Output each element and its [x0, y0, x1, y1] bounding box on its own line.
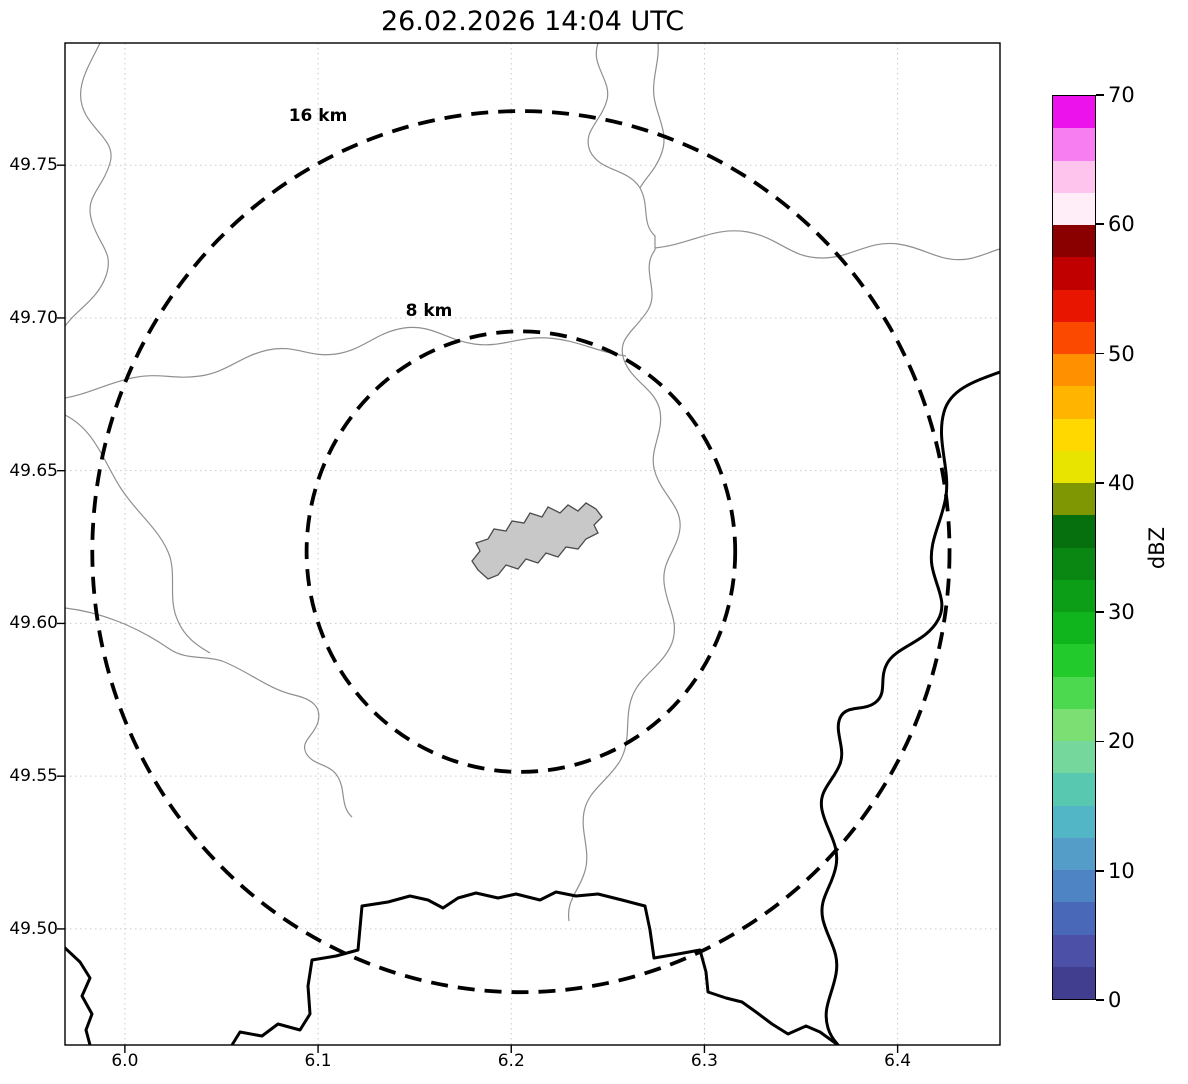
colorbar-segment: [1053, 321, 1095, 354]
colorbar-segment: [1053, 708, 1095, 741]
range-ring-16km: [90, 109, 952, 995]
river-path: [65, 414, 211, 654]
x-tick-label: 6.1: [304, 1051, 332, 1071]
figure-title: 26.02.2026 14:04 UTC: [380, 6, 685, 37]
colorbar-segment: [1053, 192, 1095, 225]
tick-mark-layer: [57, 164, 899, 1053]
colorbar-tick-mark: [1096, 740, 1104, 743]
colorbar-segment: [1053, 547, 1095, 580]
colorbar-tick-mark: [1096, 999, 1104, 1001]
colorbar-tick-label: 50: [1108, 341, 1135, 366]
colorbar-segment: [1053, 128, 1095, 161]
national-border-path: [819, 370, 1000, 1045]
national-border-path: [230, 890, 840, 1045]
range-ring-layer: [90, 109, 952, 995]
national-border-path: [65, 946, 94, 1045]
colorbar-segment: [1053, 450, 1095, 483]
colorbar-segment: [1053, 773, 1095, 806]
river-path: [65, 326, 627, 399]
river-path: [567, 249, 681, 922]
colorbar-segment: [1053, 741, 1095, 774]
colorbar-segment: [1053, 966, 1095, 999]
dbz-colorbar: [1052, 95, 1096, 1000]
city-boundary-shape: [471, 502, 603, 580]
colorbar-segment: [1053, 257, 1095, 290]
colorbar-axis-label: dBZ: [1145, 526, 1169, 570]
colorbar-tick-mark: [1096, 223, 1104, 226]
colorbar-segment: [1053, 934, 1095, 967]
colorbar-segment: [1053, 612, 1095, 645]
x-tick-label: 6.0: [111, 1051, 139, 1071]
plot-frame: [64, 42, 1001, 1046]
colorbar-segment: [1053, 644, 1095, 677]
map-layer: [65, 43, 1000, 1045]
y-tick-label: 49.75: [9, 155, 58, 176]
x-tick-label: 6.4: [884, 1051, 912, 1071]
y-tick-label: 49.50: [9, 918, 58, 939]
colorbar-tick-mark: [1096, 94, 1104, 96]
colorbar-segment: [1053, 96, 1095, 129]
colorbar-segment: [1053, 225, 1095, 258]
river-path: [65, 607, 353, 818]
colorbar-tick-mark: [1096, 482, 1104, 484]
colorbar-segment: [1053, 837, 1095, 870]
colorbar-segment: [1053, 515, 1095, 548]
colorbar-tick-mark: [1096, 869, 1104, 872]
colorbar-tick-label: 10: [1108, 858, 1135, 883]
colorbar-segment: [1053, 870, 1095, 903]
y-tick-label: 49.55: [9, 766, 58, 787]
x-tick-label: 6.3: [690, 1051, 718, 1071]
range-ring-8km: [304, 329, 738, 774]
colorbar-tick-label: 0: [1108, 988, 1122, 1012]
colorbar-tick-mark: [1096, 352, 1104, 355]
colorbar-segment: [1053, 386, 1095, 419]
colorbar-tick-label: 20: [1108, 729, 1135, 754]
y-tick-label: 49.70: [9, 307, 58, 328]
colorbar-tick-label: 70: [1108, 83, 1135, 107]
y-tick-label: 49.65: [9, 460, 58, 481]
range-ring-label-8km: 8 km: [405, 301, 453, 321]
colorbar-segment: [1053, 418, 1095, 451]
colorbar-tick-label: 30: [1108, 600, 1135, 625]
colorbar-segment: [1053, 805, 1095, 838]
colorbar-tick-mark: [1096, 611, 1104, 613]
river-path: [639, 43, 665, 189]
river-path: [654, 230, 1000, 261]
x-tick-label: 6.2: [497, 1051, 525, 1071]
colorbar-tick-label: 60: [1108, 212, 1135, 237]
range-ring-label-16km: 16 km: [288, 106, 348, 126]
colorbar-segment: [1053, 160, 1095, 193]
y-tick-label: 49.60: [9, 613, 58, 634]
colorbar-segment: [1053, 676, 1095, 709]
colorbar-segment: [1053, 483, 1095, 516]
colorbar-segment: [1053, 902, 1095, 935]
colorbar-segment: [1053, 354, 1095, 387]
colorbar-segment: [1053, 289, 1095, 322]
colorbar-tick-label: 40: [1108, 470, 1135, 495]
river-path: [65, 43, 112, 327]
river-path: [587, 43, 656, 250]
colorbar-segment: [1053, 579, 1095, 612]
